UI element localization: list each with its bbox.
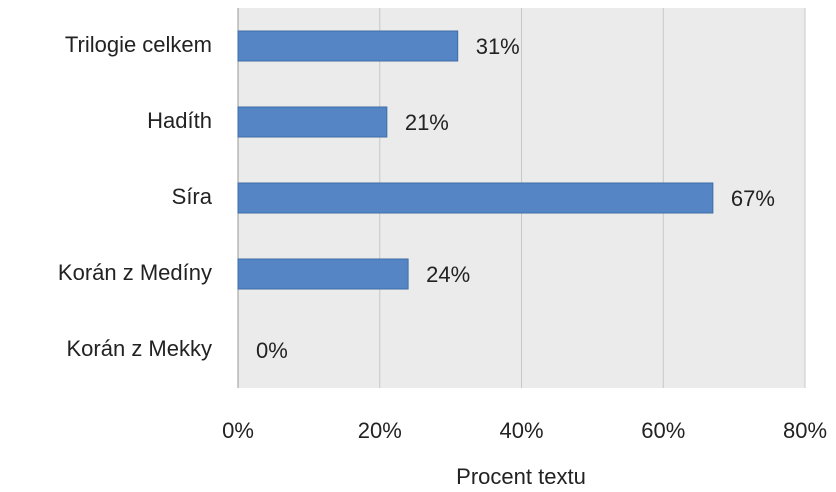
x-tick-label: 0% <box>222 418 254 443</box>
x-tick-label: 60% <box>641 418 685 443</box>
y-tick-label: Korán z Medíny <box>58 260 212 285</box>
y-tick-label: Trilogie celkem <box>65 32 212 57</box>
bar <box>237 106 388 138</box>
value-label: 31% <box>476 34 520 59</box>
y-tick-label: Hadíth <box>147 108 212 133</box>
bar <box>237 258 409 290</box>
y-tick-label: Síra <box>172 184 213 209</box>
value-label: 0% <box>256 338 288 363</box>
bar <box>237 30 459 62</box>
value-label: 24% <box>426 262 470 287</box>
value-label: 21% <box>405 110 449 135</box>
value-label: 67% <box>731 186 775 211</box>
x-tick-label: 80% <box>783 418 827 443</box>
y-tick-label: Korán z Mekky <box>67 336 213 361</box>
x-axis-title: Procent textu <box>456 464 586 489</box>
bar <box>237 182 714 214</box>
x-tick-label: 40% <box>499 418 543 443</box>
x-tick-label: 20% <box>358 418 402 443</box>
